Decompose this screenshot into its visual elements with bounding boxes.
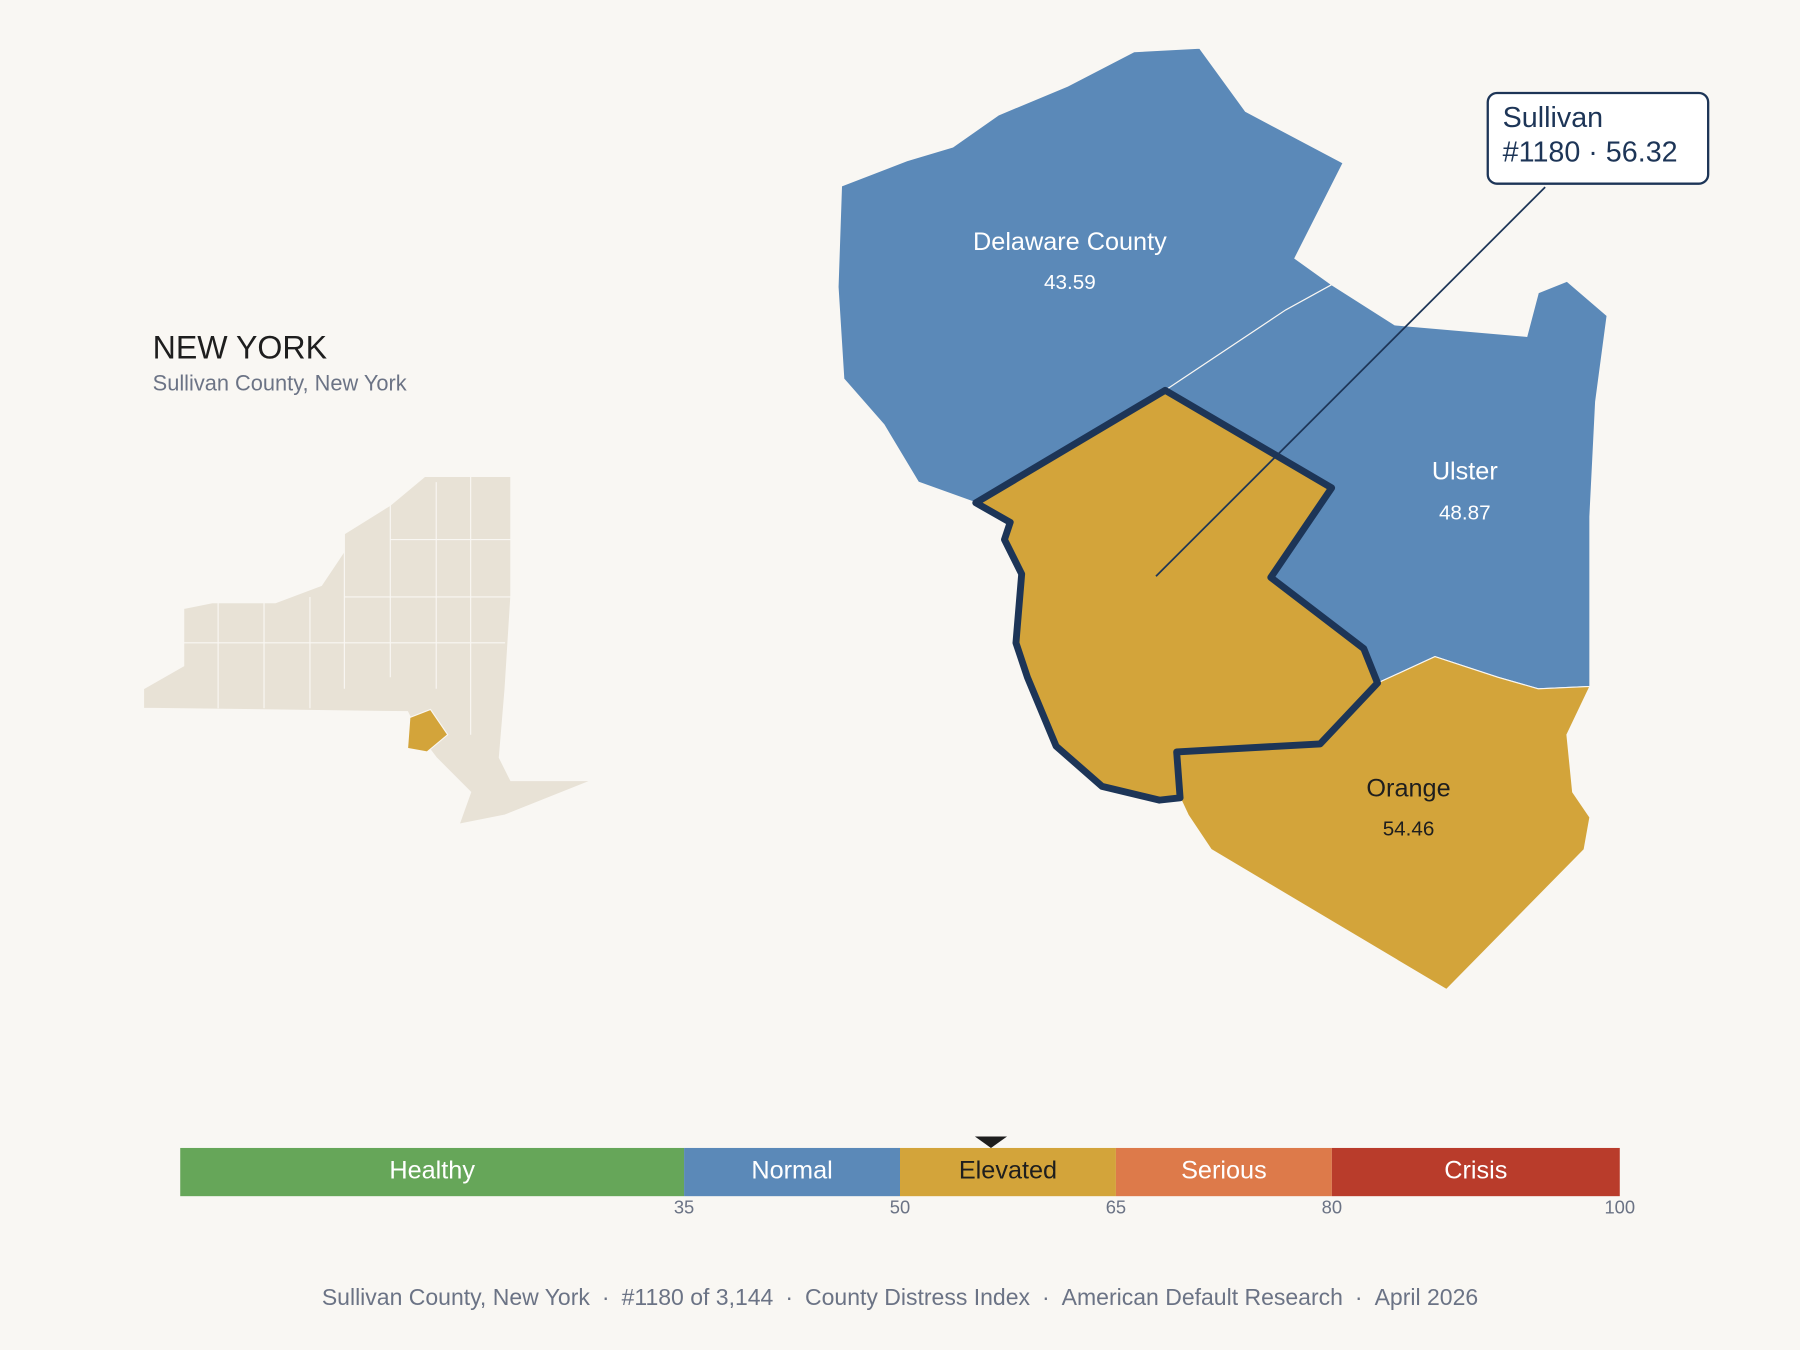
county-value: 54.46 <box>1383 817 1435 840</box>
scale-tick-label: 100 <box>1604 1197 1635 1218</box>
footer-item: #1180 of 3,144 <box>621 1284 774 1310</box>
inset-highlight <box>406 708 449 753</box>
footer-item: American Default Research <box>1061 1284 1343 1310</box>
callout-name: Sullivan <box>1503 102 1603 134</box>
county-value: 48.87 <box>1439 502 1491 525</box>
footer-separator: · <box>785 1284 794 1310</box>
scale-label: Elevated <box>959 1157 1057 1185</box>
scale-marker <box>974 1136 1008 1148</box>
callout-box <box>1486 91 1710 185</box>
scale-label: Crisis <box>1444 1157 1507 1185</box>
focus-county-shape <box>972 386 1381 804</box>
county-value: 43.59 <box>1044 271 1096 294</box>
scale-label: Serious <box>1181 1157 1267 1185</box>
inset-map <box>142 475 592 825</box>
footer-item: County Distress Index <box>805 1284 1030 1310</box>
scale-segment <box>684 1147 900 1197</box>
footer-separator: · <box>1354 1284 1363 1310</box>
footer-separator: · <box>601 1284 610 1310</box>
county-name: Orange <box>1366 774 1450 802</box>
state-title: NEW YORK <box>153 330 328 366</box>
county-name: Ulster <box>1432 458 1498 486</box>
scale-segment <box>180 1147 685 1197</box>
scale-label: Healthy <box>389 1157 475 1185</box>
scale-segment <box>1115 1147 1332 1197</box>
callout-label: #1180 · 56.32 <box>1503 136 1678 168</box>
county-borders <box>183 476 511 735</box>
scale-label: Normal <box>751 1157 832 1185</box>
footer: Sullivan County, New York · #1180 of 3,144… <box>0 1284 1800 1311</box>
scale-segment <box>1331 1147 1620 1197</box>
county-name: Delaware County <box>973 228 1167 256</box>
county-shape <box>837 47 1344 504</box>
footer-item: April 2026 <box>1374 1284 1479 1310</box>
state-shape <box>142 475 592 825</box>
callout-leader <box>1155 186 1546 577</box>
scale-segment <box>900 1147 1116 1197</box>
scale-tick-label: 65 <box>1106 1197 1126 1218</box>
subtitle: Sullivan County, New York <box>153 370 407 395</box>
scale-tick-label: 80 <box>1322 1197 1342 1218</box>
scale-tick-label: 35 <box>674 1197 694 1218</box>
scale-bar: Healthy Normal Elevated Serious Crisis 35 50 65… <box>180 1136 1635 1218</box>
footer-separator: · <box>1042 1284 1050 1310</box>
scale-tick-label: 50 <box>890 1197 910 1218</box>
footer-item: Sullivan County, New York <box>321 1284 590 1310</box>
